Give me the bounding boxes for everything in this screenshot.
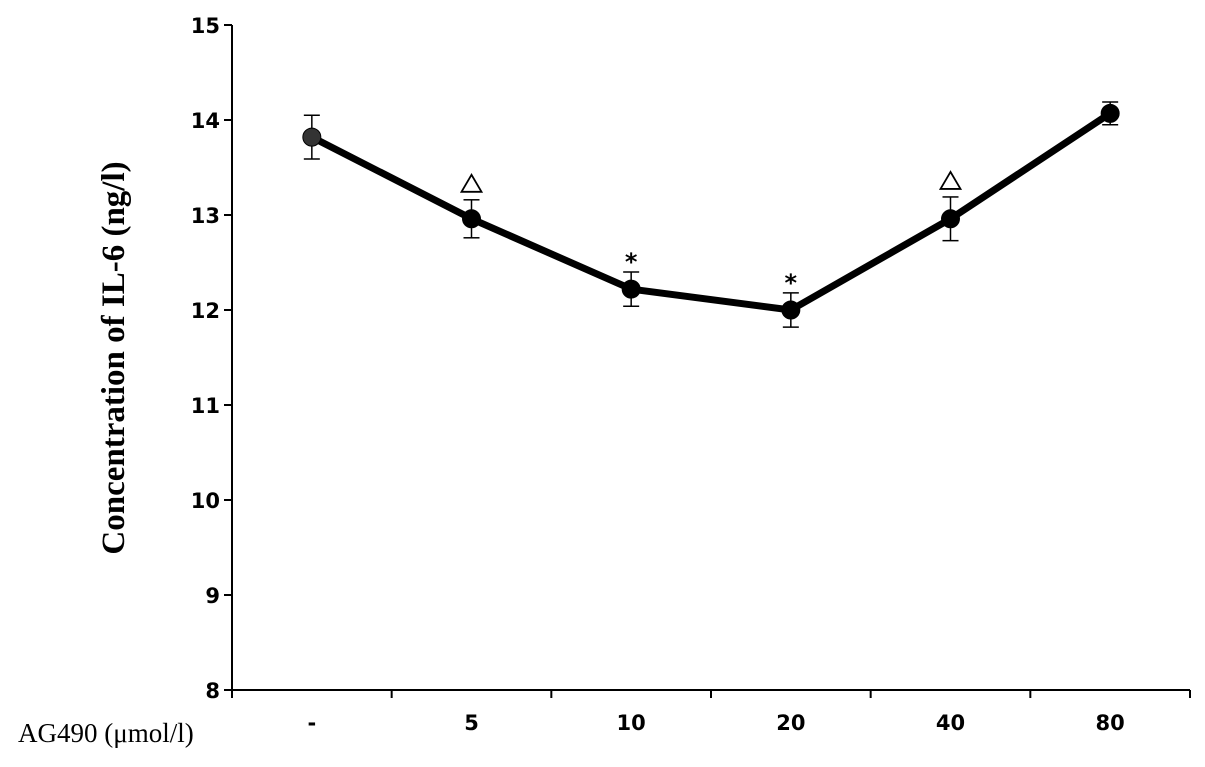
series [302,101,1120,328]
data-point [781,300,801,320]
y-tick-label: 15 [191,14,220,38]
data-point [302,127,322,147]
x-tick-label: 5 [464,711,479,735]
series-line [308,109,1114,314]
x-axis-title: AG490 (μmol/l) [18,718,194,748]
data-point [1100,103,1120,123]
x-tick-label: 10 [617,711,646,735]
y-tick-label: 12 [191,299,220,323]
data-point [621,279,641,299]
triangle-marker [938,170,963,190]
x-tick-label: - [307,711,316,735]
axes: 8 9 10 11 12 13 14 15 - 5 10 20 40 80 [191,14,1191,735]
x-tick-label: 40 [936,711,965,735]
data-point [462,209,481,229]
data-point [941,209,960,229]
asterisk-marker: * [625,248,638,276]
y-tick-label: 10 [191,489,220,513]
y-tick-label: 14 [191,109,220,133]
x-tick-label: 20 [776,711,805,735]
y-tick-label: 11 [191,394,220,418]
triangle-marker [459,173,484,193]
y-tick-label: 8 [205,679,220,703]
y-axis-title: Concentration of IL-6 (ng/l) [96,161,132,554]
asterisk-marker: * [785,269,798,297]
y-tick-label: 9 [205,584,220,608]
annotations: ** [459,170,963,297]
x-tick-label: 80 [1096,711,1125,735]
y-tick-label: 13 [191,204,220,228]
